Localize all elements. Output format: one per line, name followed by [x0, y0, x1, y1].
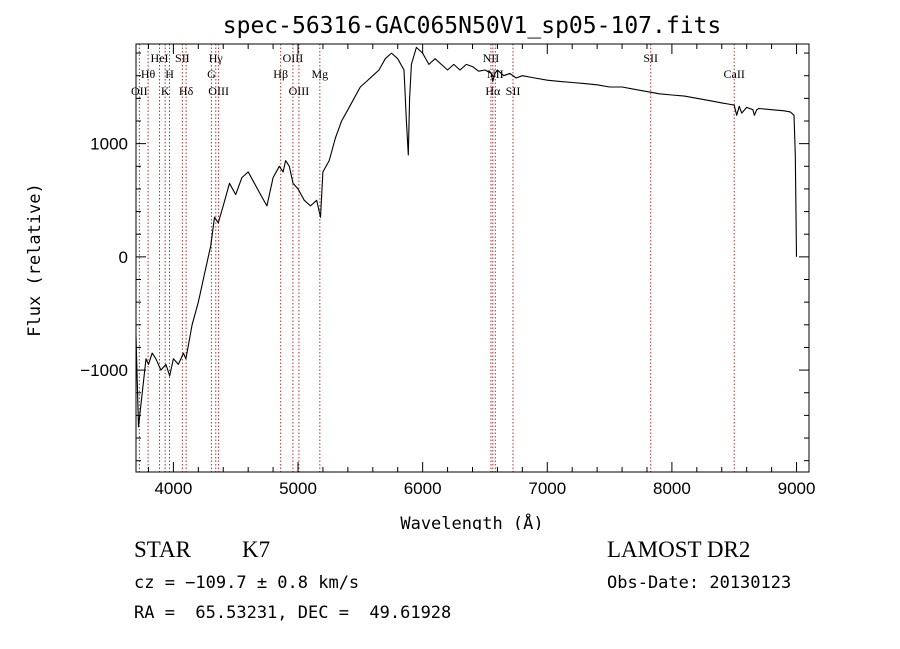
x-tick-label: 4000 — [154, 479, 192, 498]
y-tick-label: −1000 — [80, 361, 128, 380]
redshift-readout: cz = −109.7 ± 0.8 km/s — [134, 573, 360, 593]
line-marker-label: Hβ — [273, 67, 288, 81]
line-marker-label: Hδ — [179, 84, 194, 98]
line-marker-label: SII — [643, 51, 658, 65]
spectrum-chart: spec-56316-GAC065N50V1_sp05-107.fits OII… — [25, 13, 816, 530]
line-marker-label: Hθ — [141, 67, 156, 81]
spectrum-line — [135, 46, 798, 428]
line-marker-labels: OIIHθHeIKHSIIHδHγGOIIIHβOIIIOIIIMgNIINII… — [131, 51, 745, 98]
x-tick-label: 6000 — [404, 479, 442, 498]
x-tick-label: 5000 — [279, 479, 317, 498]
class-label: STAR — [134, 537, 191, 562]
obs-date: Obs-Date: 20130123 — [607, 573, 792, 593]
line-marker-label: HeI — [151, 51, 169, 65]
plot-frame — [135, 43, 810, 473]
x-axis-ticks: 4000 5000 6000 7000 8000 9000 — [147, 44, 816, 498]
y-tick-label: 1000 — [90, 135, 128, 154]
line-marker-label: NII — [483, 51, 500, 65]
x-tick-label: 7000 — [528, 479, 566, 498]
line-marker-label: G — [207, 67, 216, 81]
x-tick-label: 8000 — [653, 479, 691, 498]
line-marker-label: Hγ — [209, 51, 224, 65]
subclass-label: K7 — [242, 537, 271, 562]
x-axis-label: Wavelength (Å) — [400, 512, 543, 530]
line-marker-label: SII — [175, 51, 190, 65]
survey-label: LAMOST DR2 — [607, 537, 751, 562]
line-marker-label: OIII — [283, 51, 304, 65]
chart-title: spec-56316-GAC065N50V1_sp05-107.fits — [223, 13, 722, 39]
x-tick-label: 9000 — [778, 479, 816, 498]
line-marker-label: OIII — [208, 84, 229, 98]
y-axis-label: Flux (relative) — [25, 183, 45, 337]
line-marker-label: SII — [506, 84, 521, 98]
line-marker-label: Mg — [311, 67, 328, 81]
line-marker-label: CaII — [724, 67, 745, 81]
line-marker-label: Hα — [485, 84, 501, 98]
line-markers — [138, 44, 735, 472]
coordinates-readout: RA = 65.53231, DEC = 49.61928 — [134, 603, 452, 623]
line-marker-label: H — [165, 67, 174, 81]
line-marker-label: OIII — [289, 84, 310, 98]
y-axis-ticks: −1000 0 1000 — [80, 52, 809, 462]
y-tick-label: 0 — [119, 248, 128, 267]
line-marker-label: OII — [131, 84, 148, 98]
line-marker-label: K — [161, 84, 170, 98]
